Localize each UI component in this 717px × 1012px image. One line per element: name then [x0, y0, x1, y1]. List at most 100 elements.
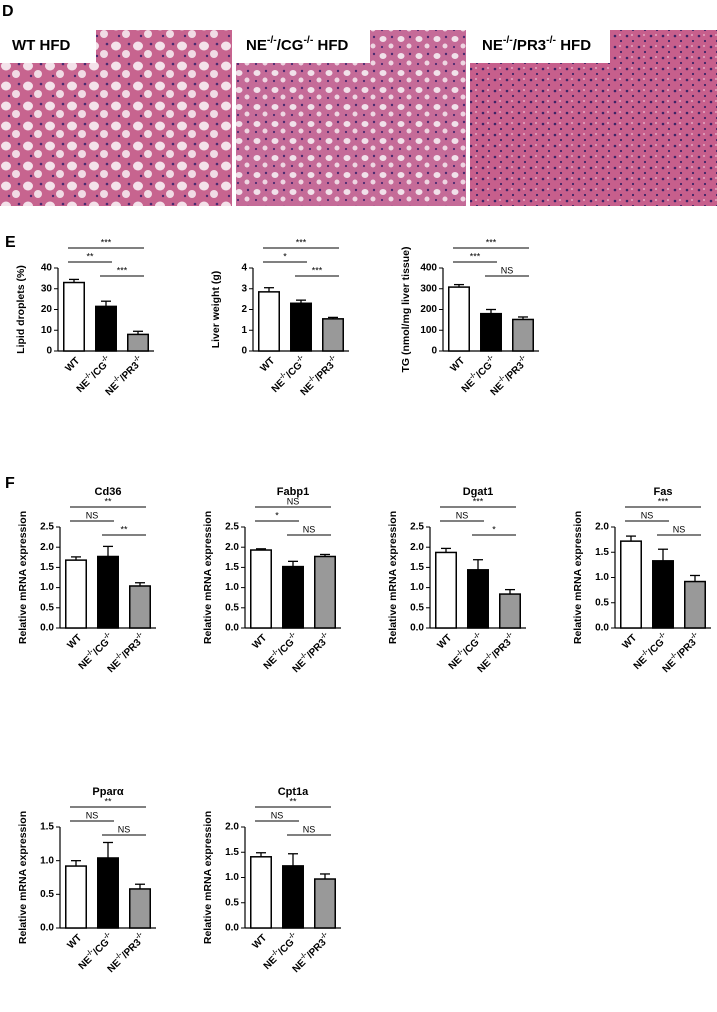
significance-label: NS — [271, 810, 284, 820]
y-axis-label: Relative mRNA expression — [202, 511, 214, 644]
y-axis-label: Relative mRNA expression — [17, 511, 29, 644]
significance-label: *** — [470, 251, 481, 261]
significance-label: NS — [641, 510, 654, 520]
chart-title: Fabp1 — [277, 486, 309, 498]
y-tick-label: 0.0 — [40, 923, 54, 934]
y-axis-label: Relative mRNA expression — [202, 811, 214, 944]
significance-label: *** — [486, 237, 497, 247]
y-axis-label: Relative mRNA expression — [387, 511, 399, 644]
bar — [314, 878, 336, 929]
significance-label: *** — [473, 496, 484, 506]
y-tick-label: 2.0 — [595, 522, 609, 533]
bar — [480, 312, 502, 352]
y-tick-label: 1.5 — [410, 562, 424, 573]
y-axis-label: Relative mRNA expression — [572, 511, 584, 644]
y-tick-label: 0.5 — [225, 897, 239, 908]
y-tick-label: 2.0 — [410, 542, 424, 553]
chart-title: Fas — [654, 486, 673, 498]
y-tick-label: 10 — [41, 325, 53, 336]
y-tick-label: 2.5 — [410, 522, 424, 533]
significance-label: NS — [303, 824, 316, 834]
significance-label: *** — [117, 265, 128, 275]
y-tick-label: 0 — [431, 346, 437, 357]
bar — [65, 559, 87, 629]
y-tick-label: 2.0 — [225, 542, 239, 553]
chart-title: Pparα — [92, 786, 123, 798]
x-tick-label: WT — [435, 632, 454, 651]
y-tick-label: 1.5 — [40, 562, 54, 573]
panel-label: E — [5, 234, 16, 251]
y-tick-label: 1.5 — [595, 547, 609, 558]
panel-label: F — [5, 475, 15, 492]
bar — [282, 565, 304, 629]
x-tick-label: WT — [258, 355, 277, 374]
y-tick-label: 1.0 — [595, 572, 609, 583]
y-tick-label: 0.5 — [40, 602, 54, 613]
x-tick-label: WT — [620, 632, 639, 651]
significance-label: ** — [120, 524, 128, 534]
significance-label: NS — [501, 265, 514, 275]
bar — [65, 865, 87, 929]
bar — [512, 318, 534, 352]
chart-title: Cpt1a — [278, 786, 309, 798]
y-tick-label: 2 — [241, 304, 247, 315]
y-tick-label: 40 — [41, 263, 53, 274]
bar — [684, 580, 706, 629]
y-tick-label: 200 — [420, 304, 437, 315]
significance-label: NS — [456, 510, 469, 520]
y-tick-label: 2.0 — [225, 822, 239, 833]
y-tick-label: 2.5 — [225, 522, 239, 533]
bar — [250, 856, 272, 929]
x-tick-label: WT — [65, 932, 84, 951]
bar — [95, 305, 117, 352]
y-tick-label: 2.5 — [40, 522, 54, 533]
chart-title: Dgat1 — [463, 486, 494, 498]
significance-label: *** — [658, 496, 669, 506]
x-tick-label: WT — [250, 932, 269, 951]
y-tick-label: 0.5 — [40, 889, 54, 900]
x-tick-label: WT — [250, 632, 269, 651]
bar — [97, 555, 119, 629]
significance-label: *** — [312, 265, 323, 275]
bar — [499, 593, 521, 629]
y-tick-label: 0.0 — [595, 623, 609, 634]
y-tick-label: 20 — [41, 304, 53, 315]
label-box — [0, 30, 96, 63]
y-tick-label: 1.0 — [40, 855, 54, 866]
x-tick-label: WT — [65, 632, 84, 651]
y-tick-label: 0.5 — [225, 602, 239, 613]
significance-label: *** — [296, 237, 307, 247]
significance-label: NS — [86, 810, 99, 820]
y-tick-label: 100 — [420, 325, 437, 336]
significance-label: ** — [104, 796, 112, 806]
y-tick-label: 1.0 — [225, 582, 239, 593]
bar — [63, 281, 85, 352]
bar — [97, 857, 119, 929]
y-tick-label: 300 — [420, 283, 437, 294]
y-tick-label: 0.0 — [410, 623, 424, 634]
chart-title: Cd36 — [95, 486, 122, 498]
y-tick-label: 3 — [241, 283, 247, 294]
bar — [435, 551, 457, 629]
panel-label: D — [2, 3, 14, 20]
y-tick-label: 0.5 — [595, 597, 609, 608]
significance-label: ** — [289, 796, 297, 806]
y-tick-label: 1.5 — [225, 847, 239, 858]
bar — [250, 549, 272, 629]
significance-label: NS — [118, 824, 131, 834]
bar — [129, 585, 151, 629]
significance-label: ** — [104, 496, 112, 506]
significance-label: NS — [303, 524, 316, 534]
histology-label: NE-/-/PR3-/- HFD — [482, 34, 591, 54]
significance-label: NS — [673, 524, 686, 534]
y-tick-label: 1.0 — [40, 582, 54, 593]
bar — [652, 560, 674, 629]
y-tick-label: 1.5 — [40, 822, 54, 833]
significance-label: NS — [86, 510, 99, 520]
bar — [127, 333, 149, 352]
y-tick-label: 0.0 — [225, 623, 239, 634]
y-tick-label: 1.0 — [225, 872, 239, 883]
bar — [282, 865, 304, 929]
y-axis-label: Liver weight (g) — [210, 271, 222, 349]
